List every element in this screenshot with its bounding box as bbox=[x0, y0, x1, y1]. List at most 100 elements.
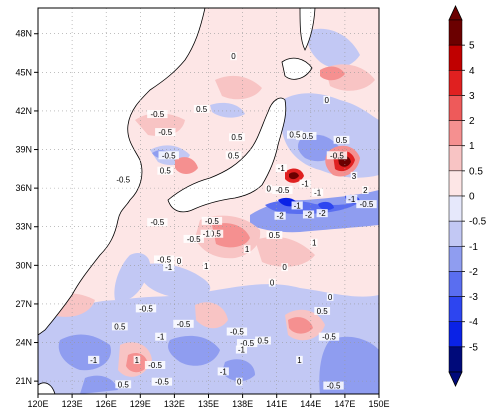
contour-label: 0 bbox=[324, 96, 329, 105]
contour-label: 0 bbox=[267, 185, 272, 194]
contour-label: 0.5 bbox=[289, 131, 301, 140]
colorbar-swatch bbox=[448, 120, 463, 146]
contour-label: 0.5 bbox=[228, 151, 240, 160]
positive-anomaly-regions bbox=[42, 64, 375, 377]
contour-label: -0.5 bbox=[177, 320, 191, 329]
contour-label-bg bbox=[356, 200, 377, 209]
contour-label: -1 bbox=[238, 346, 246, 355]
contour-label: 0.5 bbox=[231, 133, 243, 142]
colorbar-label: 5 bbox=[469, 41, 475, 52]
contour-label-bg bbox=[323, 95, 331, 104]
contour-label: -0.5 bbox=[322, 333, 336, 342]
y-tick-label: 39N bbox=[15, 145, 32, 155]
contour-label-bg bbox=[323, 381, 344, 390]
map-gridlines bbox=[38, 8, 379, 394]
contour-label: -0.5 bbox=[330, 151, 344, 160]
contour-label: -1 bbox=[314, 189, 322, 198]
contour-label-bg bbox=[236, 339, 258, 348]
x-tick-label: 132E bbox=[164, 399, 185, 408]
contour-label-bg bbox=[157, 166, 174, 175]
colorbar-swatch bbox=[448, 346, 463, 373]
contour-label: 0.5 bbox=[210, 230, 222, 239]
contour-label-bg bbox=[235, 377, 243, 386]
contour-label: 0.5 bbox=[257, 337, 269, 346]
contour-label: -1 bbox=[165, 263, 173, 272]
contour-label: 0.5 bbox=[114, 322, 126, 331]
contour-label-bg bbox=[235, 345, 248, 354]
contour-label-bg bbox=[230, 52, 237, 61]
contour-label: -2 bbox=[319, 209, 327, 218]
contour-label-bg bbox=[272, 185, 293, 194]
contour-label-bg bbox=[207, 229, 224, 238]
contour-label-bg bbox=[151, 377, 173, 386]
contour-label-bg bbox=[346, 195, 358, 203]
contour-label: 0 bbox=[270, 279, 275, 288]
contour-label-bg bbox=[266, 231, 283, 240]
contour-label: -0.5 bbox=[148, 361, 162, 370]
colorbar-label: 3 bbox=[469, 91, 475, 102]
colorbar-label: 0.5 bbox=[469, 166, 483, 177]
y-tick-label: 48N bbox=[15, 29, 32, 39]
contour-label-bg bbox=[158, 151, 179, 160]
colorbar-swatch bbox=[448, 19, 463, 46]
contour-label-bg bbox=[350, 171, 358, 180]
contour-label-bg bbox=[183, 234, 204, 243]
contour-label-bg bbox=[133, 355, 141, 364]
colorbar: 5 4 3 2 1 0.5 0 -0.5 -1 -2 -3 -4 -5 bbox=[448, 5, 487, 387]
colorbar-label: 4 bbox=[469, 66, 475, 77]
contour-label: -0.5 bbox=[162, 151, 176, 160]
x-tick-label: 126E bbox=[96, 399, 117, 408]
contour-label-bg bbox=[88, 355, 100, 364]
contour-label: -0.5 bbox=[240, 339, 254, 348]
contour-label-bg bbox=[111, 322, 128, 331]
contour-label-bg bbox=[225, 151, 242, 160]
contour-label-bg bbox=[302, 210, 315, 219]
contour-label-bg bbox=[296, 355, 303, 364]
x-tick-label: 138E bbox=[232, 399, 253, 408]
colorbar-swatch bbox=[448, 271, 463, 297]
contour-label-bg bbox=[333, 135, 350, 144]
contour-label-bg bbox=[312, 188, 324, 197]
contour-label-bg bbox=[229, 133, 245, 142]
x-tick-label: 150E bbox=[368, 399, 389, 408]
y-tick-label: 21N bbox=[15, 376, 32, 386]
contour-label-bg bbox=[113, 175, 134, 184]
contour-label-bg bbox=[326, 151, 348, 160]
contour-label: 1 bbox=[135, 356, 140, 365]
x-tick-label: 123E bbox=[62, 399, 83, 408]
contour-label-bg bbox=[281, 263, 288, 272]
colorbar-swatch bbox=[448, 95, 463, 121]
colorbar-label: -1 bbox=[469, 242, 478, 253]
contour-label: -1 bbox=[157, 333, 165, 342]
contour-label-bg bbox=[291, 201, 303, 210]
colorbar-top-arrow bbox=[448, 5, 463, 21]
contour-label: -1 bbox=[348, 195, 356, 204]
contour-label: 1 bbox=[297, 356, 302, 365]
contour-label: -0.5 bbox=[299, 132, 313, 141]
contour-label: -1 bbox=[203, 230, 211, 239]
x-tick-label: 147E bbox=[334, 399, 355, 408]
contour-label: 0 bbox=[237, 378, 242, 387]
contour-label: -0.5 bbox=[187, 235, 201, 244]
contour-label-bg bbox=[243, 245, 251, 254]
contour-label-bg bbox=[193, 104, 210, 113]
contour-label-bg bbox=[153, 255, 175, 264]
contour-label: 0.5 bbox=[269, 231, 281, 240]
contour-label-bg bbox=[147, 110, 168, 119]
contour-label-bg bbox=[286, 130, 303, 139]
contour-label-bg bbox=[147, 218, 168, 227]
y-tick-label: 24N bbox=[15, 338, 32, 348]
contour-label-bg bbox=[296, 131, 317, 140]
longitude-axis: 120E 123E 126E 129E 132E 135E 138E 141E 144E 147E… bbox=[27, 394, 390, 408]
colorbar-swatch bbox=[448, 296, 463, 322]
contour-label-bg bbox=[275, 164, 287, 173]
contour-label: -0.5 bbox=[139, 304, 153, 313]
contour-label-bg bbox=[175, 256, 183, 265]
contour-label: 0 bbox=[177, 257, 182, 266]
contour-label-bg bbox=[310, 238, 318, 247]
latitude-axis: 48N 45N 42N 39N 36N 33N 30N 27N 24N 21N bbox=[15, 29, 38, 386]
contour-label-bg bbox=[201, 216, 223, 225]
contour-label-bg bbox=[135, 304, 157, 313]
colorbar-swatch bbox=[448, 170, 463, 197]
contour-label: -0.5 bbox=[360, 200, 374, 209]
